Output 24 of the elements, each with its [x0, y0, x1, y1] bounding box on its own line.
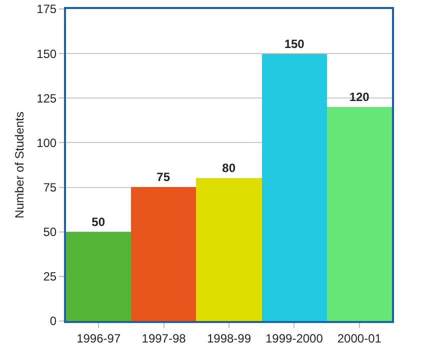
- x-tick-label: 1999-2000: [266, 331, 324, 346]
- y-tick-label: 75: [43, 180, 57, 194]
- bar: [327, 107, 392, 321]
- y-tick-label: 50: [43, 225, 57, 240]
- x-tick-label: 1996-97: [76, 331, 121, 346]
- bar: [262, 54, 327, 321]
- y-tick-label: 125: [36, 91, 57, 106]
- data-label: 150: [284, 37, 305, 51]
- x-tick-label: 1997-98: [142, 331, 186, 346]
- data-label: 75: [156, 170, 170, 184]
- bar: [131, 187, 196, 321]
- y-tick-label: 175: [36, 2, 57, 16]
- data-label: 120: [349, 90, 370, 104]
- bar: [66, 232, 131, 321]
- y-tick-label: 100: [36, 136, 57, 150]
- y-axis-title: Number of Students: [12, 112, 26, 218]
- data-label: 50: [92, 215, 106, 229]
- y-tick-label: 25: [43, 270, 57, 284]
- bar: [196, 178, 262, 321]
- y-tick-label: 150: [36, 46, 57, 61]
- data-label: 80: [222, 161, 236, 175]
- x-tick-label: 1998-99: [206, 331, 252, 346]
- y-tick-label: 0: [50, 314, 57, 328]
- x-tick-label: 2000-01: [337, 331, 382, 346]
